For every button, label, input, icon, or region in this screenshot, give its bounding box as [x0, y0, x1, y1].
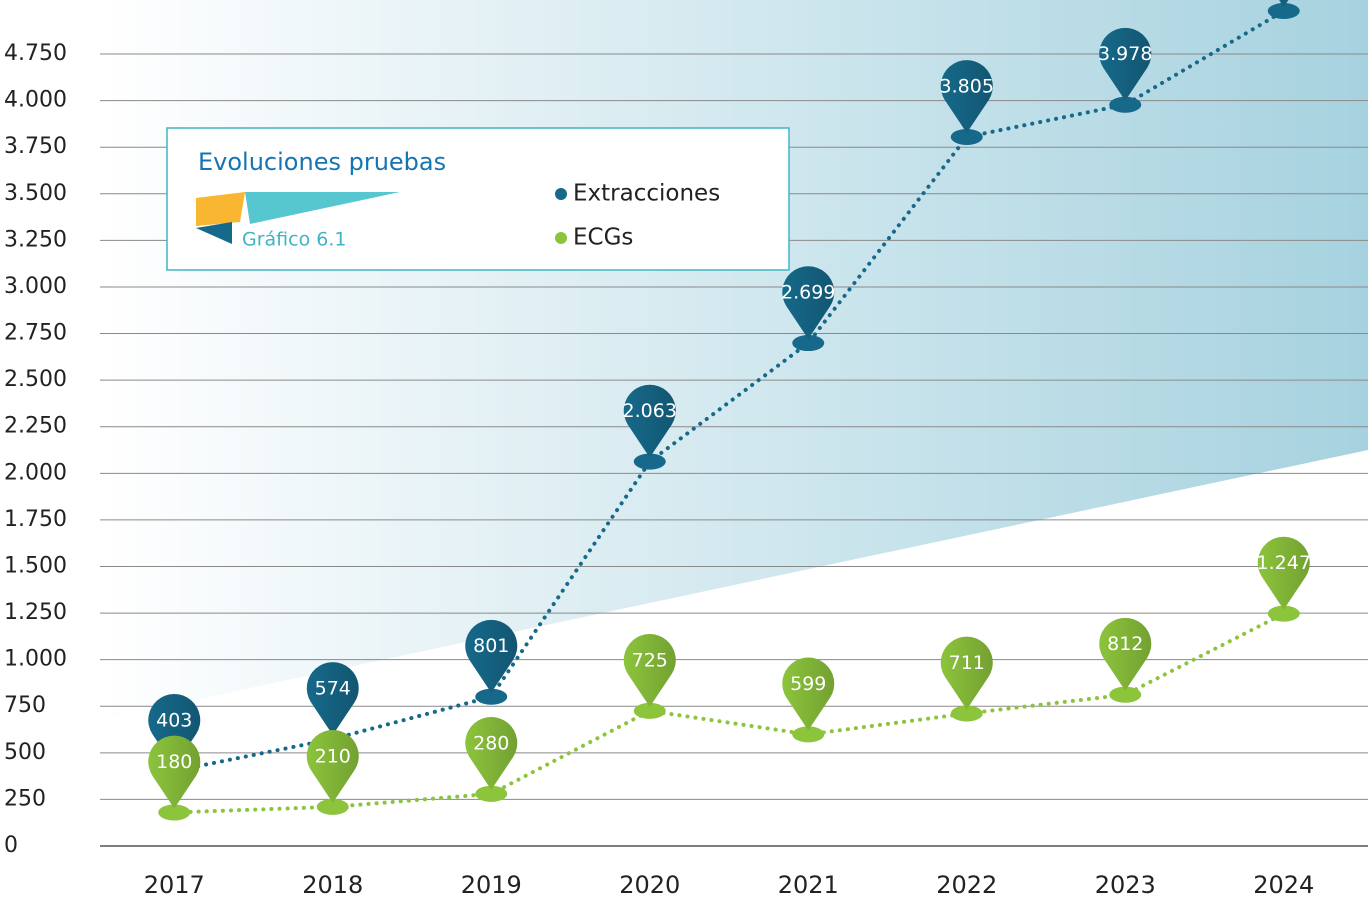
- pin-base: [792, 335, 825, 352]
- x-tick-label: 2022: [936, 871, 997, 899]
- data-label: 1.247: [1257, 552, 1311, 574]
- pin-base: [950, 128, 983, 145]
- y-tick-label: 4.000: [4, 88, 67, 113]
- data-label: 725: [632, 649, 668, 671]
- pin-shade: [465, 716, 518, 790]
- y-tick-label: 3.000: [4, 274, 67, 299]
- data-label: 210: [315, 745, 351, 767]
- pin-shade: [782, 266, 835, 340]
- x-tick-label: 2018: [302, 871, 363, 899]
- legend-marker: [555, 188, 567, 200]
- pin-base: [950, 705, 983, 722]
- pin-base: [1109, 96, 1142, 113]
- pin-base: [633, 453, 666, 470]
- legend-marker: [555, 232, 567, 244]
- x-tick-label: 2017: [144, 871, 205, 899]
- y-tick-label: 750: [4, 693, 46, 718]
- legend-decoration: [196, 192, 245, 226]
- data-label: 574: [315, 678, 351, 700]
- data-label: 180: [156, 751, 192, 773]
- background-band: [100, 0, 1368, 720]
- data-label: 711: [949, 652, 985, 674]
- y-tick-label: 1.750: [4, 507, 67, 532]
- y-tick-label: 2.250: [4, 414, 67, 439]
- pin-shade: [782, 657, 835, 731]
- x-tick-label: 2019: [461, 871, 522, 899]
- data-label: 2.699: [781, 282, 835, 304]
- x-tick-label: 2024: [1253, 871, 1314, 899]
- pin-shade: [1099, 617, 1152, 691]
- y-tick-label: 4.750: [4, 41, 67, 66]
- legend-subtitle: Gráfico 6.1: [242, 229, 346, 251]
- y-tick-label: 3.750: [4, 134, 67, 159]
- pin-base: [1109, 686, 1142, 703]
- pin-shade: [306, 730, 359, 803]
- y-tick-label: 250: [4, 786, 46, 811]
- legend-title: Evoluciones pruebas: [198, 148, 446, 176]
- pin-shade: [623, 384, 676, 458]
- legend-label: Extracciones: [573, 181, 720, 207]
- pin-base: [158, 804, 191, 821]
- data-label: 3.978: [1098, 43, 1152, 65]
- y-tick-label: 500: [4, 740, 46, 765]
- pin-base: [475, 785, 508, 802]
- y-tick-label: 1.500: [4, 553, 67, 578]
- pin-base: [1267, 605, 1300, 622]
- y-tick-label: 1.000: [4, 647, 67, 672]
- y-tick-label: 3.500: [4, 181, 67, 206]
- pin-base: [792, 726, 825, 743]
- data-label: 2.063: [623, 400, 677, 422]
- pin-base: [475, 688, 508, 705]
- y-tick-label: 2.500: [4, 367, 67, 392]
- series-line: [172, 611, 1286, 815]
- y-tick-label: 1.250: [4, 600, 67, 625]
- pin-shade: [148, 694, 201, 767]
- pin-base: [316, 798, 349, 815]
- data-label: 3.805: [940, 75, 994, 97]
- data-label: 812: [1107, 633, 1143, 655]
- legend-label: ECGs: [573, 225, 633, 251]
- y-tick-label: 3.250: [4, 227, 67, 252]
- y-tick-label: 0: [4, 833, 18, 858]
- pin-shade: [306, 662, 359, 736]
- pin-shade: [465, 619, 518, 693]
- x-tick-label: 2021: [778, 871, 839, 899]
- data-label: 801: [473, 635, 509, 657]
- data-label: 280: [473, 732, 509, 754]
- data-label: 599: [790, 673, 826, 695]
- legend-decoration: [245, 192, 400, 224]
- pin-shade: [623, 634, 676, 707]
- y-tick-label: 2.750: [4, 321, 67, 346]
- pin-shade: [1257, 536, 1310, 610]
- pin-base: [633, 702, 666, 719]
- pin-shade: [940, 636, 993, 710]
- pin-shade: [940, 60, 993, 133]
- pin-shade: [1099, 27, 1152, 101]
- pin-base: [1267, 2, 1300, 19]
- y-tick-label: 2.000: [4, 460, 67, 485]
- pin-shade: [1279, 0, 1289, 7]
- x-tick-label: 2020: [619, 871, 680, 899]
- x-tick-label: 2023: [1095, 871, 1156, 899]
- data-label: 403: [156, 709, 192, 731]
- pin-shade: [148, 735, 201, 809]
- legend-decoration: [196, 222, 232, 244]
- legend: Evoluciones pruebas Gráfico 6.1 Extracci…: [166, 127, 790, 271]
